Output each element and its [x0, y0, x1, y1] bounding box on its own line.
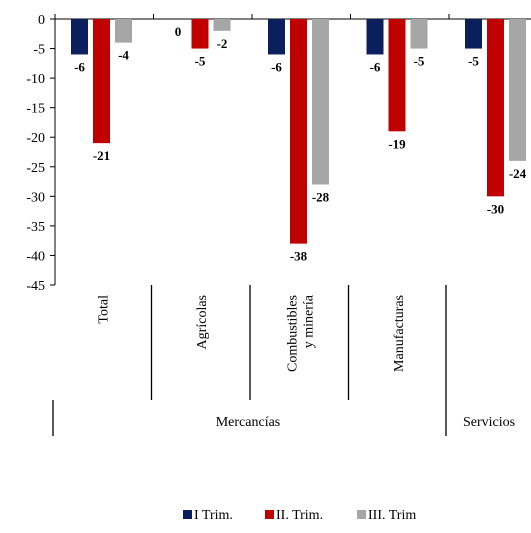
group-label: Mercancías — [216, 415, 281, 430]
bar — [509, 19, 526, 161]
legend-label: III. Trim — [368, 508, 416, 523]
bar — [388, 19, 406, 132]
y-tick-label: -40 — [26, 249, 45, 264]
category-label: Agrícolas — [195, 295, 210, 349]
category-axis-layer: Total Agrícolas Combustibles y minería Manuf… — [52, 285, 515, 436]
y-tick-label: -5 — [33, 43, 45, 58]
legend-swatch — [357, 510, 366, 519]
category-label: Manufacturas — [392, 295, 407, 372]
bar — [410, 19, 428, 49]
bar — [93, 19, 110, 144]
data-label: -21 — [93, 148, 110, 163]
data-label: -24 — [509, 166, 527, 181]
y-tick-label: -30 — [26, 190, 45, 205]
bar — [268, 19, 285, 55]
data-label: -2 — [217, 36, 228, 51]
legend-label: II. Trim. — [276, 508, 323, 523]
bar — [312, 19, 329, 185]
bar — [213, 19, 231, 31]
data-label: -5 — [414, 54, 425, 69]
data-label: -6 — [271, 59, 282, 74]
data-labels-layer: -6 0 -6 -6 -5 -21 -5 -38 -19 -30 -4 -2 -28 -5 -24 — [74, 24, 527, 264]
legend-label: I Trim. — [194, 508, 233, 523]
bar — [487, 19, 504, 197]
data-label: -38 — [290, 249, 308, 264]
legend-swatch — [183, 510, 192, 519]
y-tick-label: -10 — [26, 72, 45, 87]
category-label: Combustibles — [285, 295, 300, 372]
y-tick-label: -35 — [26, 220, 45, 235]
legend: I Trim. II. Trim. III. Trim — [183, 508, 416, 523]
data-label: -28 — [312, 190, 330, 205]
y-tick-label: -20 — [26, 131, 45, 146]
bar — [71, 19, 88, 55]
group-label: Servicios — [463, 415, 515, 430]
bar — [115, 19, 132, 43]
data-label: -19 — [388, 136, 406, 151]
bar — [366, 19, 384, 55]
data-label: -6 — [370, 59, 381, 74]
data-label: 0 — [175, 24, 182, 39]
data-label: -5 — [195, 54, 206, 69]
y-tick-label: -25 — [26, 161, 45, 176]
data-label: -6 — [74, 59, 85, 74]
bar — [191, 19, 209, 49]
legend-swatch — [265, 510, 274, 519]
data-label: -30 — [487, 201, 504, 216]
bar — [465, 19, 482, 49]
category-label: Total — [96, 295, 111, 324]
y-tick-label: 0 — [38, 13, 45, 28]
data-label: -5 — [468, 54, 479, 69]
y-tick-label: -45 — [26, 279, 45, 294]
bars-layer — [71, 19, 526, 244]
data-label: -4 — [118, 48, 129, 63]
y-tick-label: -15 — [26, 102, 45, 117]
category-label: y minería — [301, 294, 316, 348]
axis-layer: 0-5-10-15-20-25-30-35-40-45 — [26, 13, 531, 294]
bar — [290, 19, 307, 244]
